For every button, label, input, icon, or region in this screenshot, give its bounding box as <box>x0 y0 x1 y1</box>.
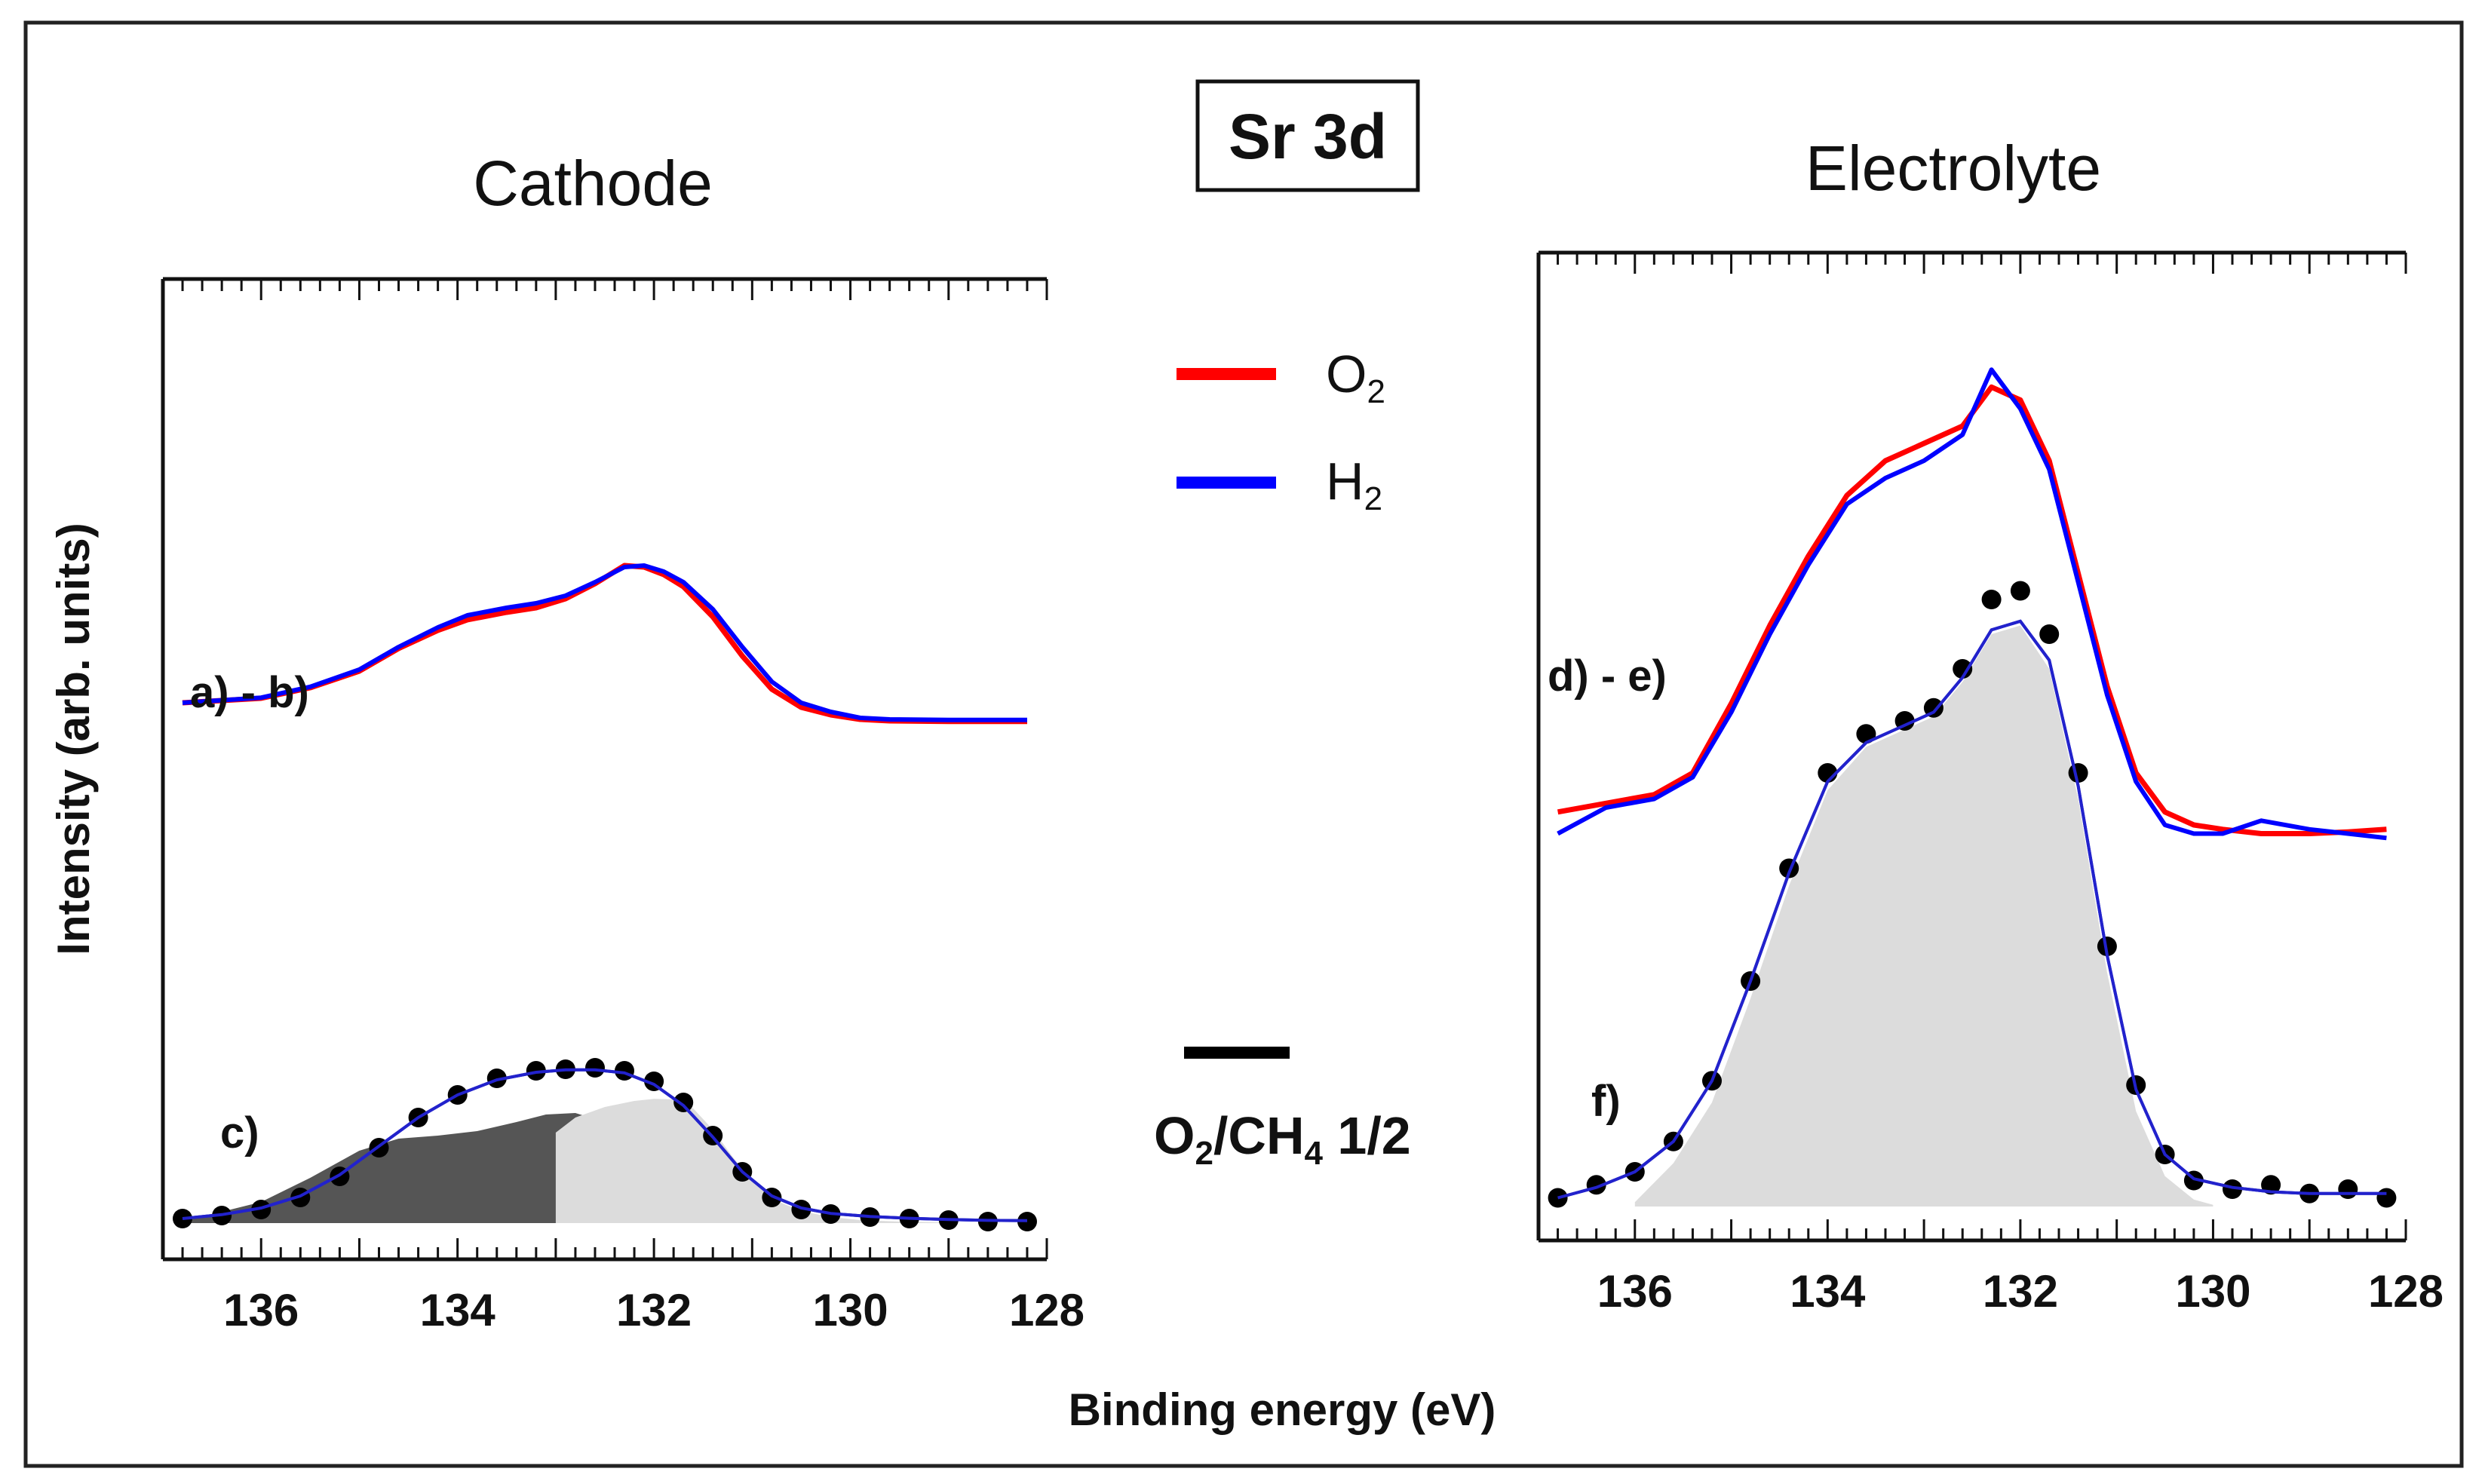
x-tick-label: 128 <box>1009 1285 1085 1335</box>
data-point <box>673 1093 694 1112</box>
cathode-panel: 136 134 132 130 128 <box>161 277 1085 1335</box>
series-line-H2 <box>182 563 1027 722</box>
series-line-O2 <box>182 563 1027 725</box>
label-a-b: a) - b) <box>190 668 309 717</box>
series-line-H2 <box>1557 367 2387 841</box>
x-tick-label: 136 <box>1597 1266 1673 1317</box>
data-point <box>1981 590 2002 609</box>
label-f: f) <box>1591 1077 1621 1126</box>
badge-label: Sr 3d <box>1229 101 1387 172</box>
data-point <box>2010 581 2030 601</box>
x-tick-label: 132 <box>1983 1266 2058 1317</box>
label-d-e: d) - e) <box>1548 652 1667 701</box>
x-tick-label: 134 <box>420 1285 496 1335</box>
legend: O2 H2 O2/CH4 1/2 <box>1154 345 1411 1172</box>
x-tick-label: 134 <box>1790 1266 1866 1317</box>
data-point <box>1953 659 1973 679</box>
figure-frame <box>23 20 2464 1468</box>
x-tick-label: 128 <box>2368 1266 2444 1317</box>
cathode-title: Cathode <box>473 148 713 219</box>
data-point <box>2376 1188 2397 1208</box>
y-axis-label: Intensity (arb. units) <box>48 523 99 955</box>
label-c: c) <box>220 1108 259 1157</box>
filled-component-2 <box>555 1099 949 1223</box>
x-tick-label: 130 <box>2175 1266 2250 1317</box>
electrolyte-panel: 136 134 132 130 128 <box>1536 250 2444 1317</box>
legend-o2-label: O2 <box>1326 345 1385 410</box>
x-tick-label: 136 <box>223 1285 299 1335</box>
x-axis-label: Binding energy (eV) <box>1069 1384 1496 1435</box>
data-point <box>2039 624 2060 644</box>
data-point <box>2338 1179 2358 1199</box>
fit-line <box>182 1068 1028 1222</box>
data-point <box>1017 1212 1037 1231</box>
fit-line <box>1557 619 2387 1200</box>
data-point <box>585 1058 605 1078</box>
legend-h2-label: H2 <box>1326 452 1382 517</box>
badge-box <box>1195 79 1420 192</box>
x-tick-label: 132 <box>616 1285 692 1335</box>
data-point <box>1894 711 1915 731</box>
electrolyte-title: Electrolyte <box>1805 133 2101 204</box>
legend-black-label: O2/CH4 1/2 <box>1154 1106 1411 1172</box>
filled-component <box>1634 625 2213 1207</box>
x-tick-label: 130 <box>813 1285 888 1335</box>
data-point <box>2223 1179 2242 1199</box>
